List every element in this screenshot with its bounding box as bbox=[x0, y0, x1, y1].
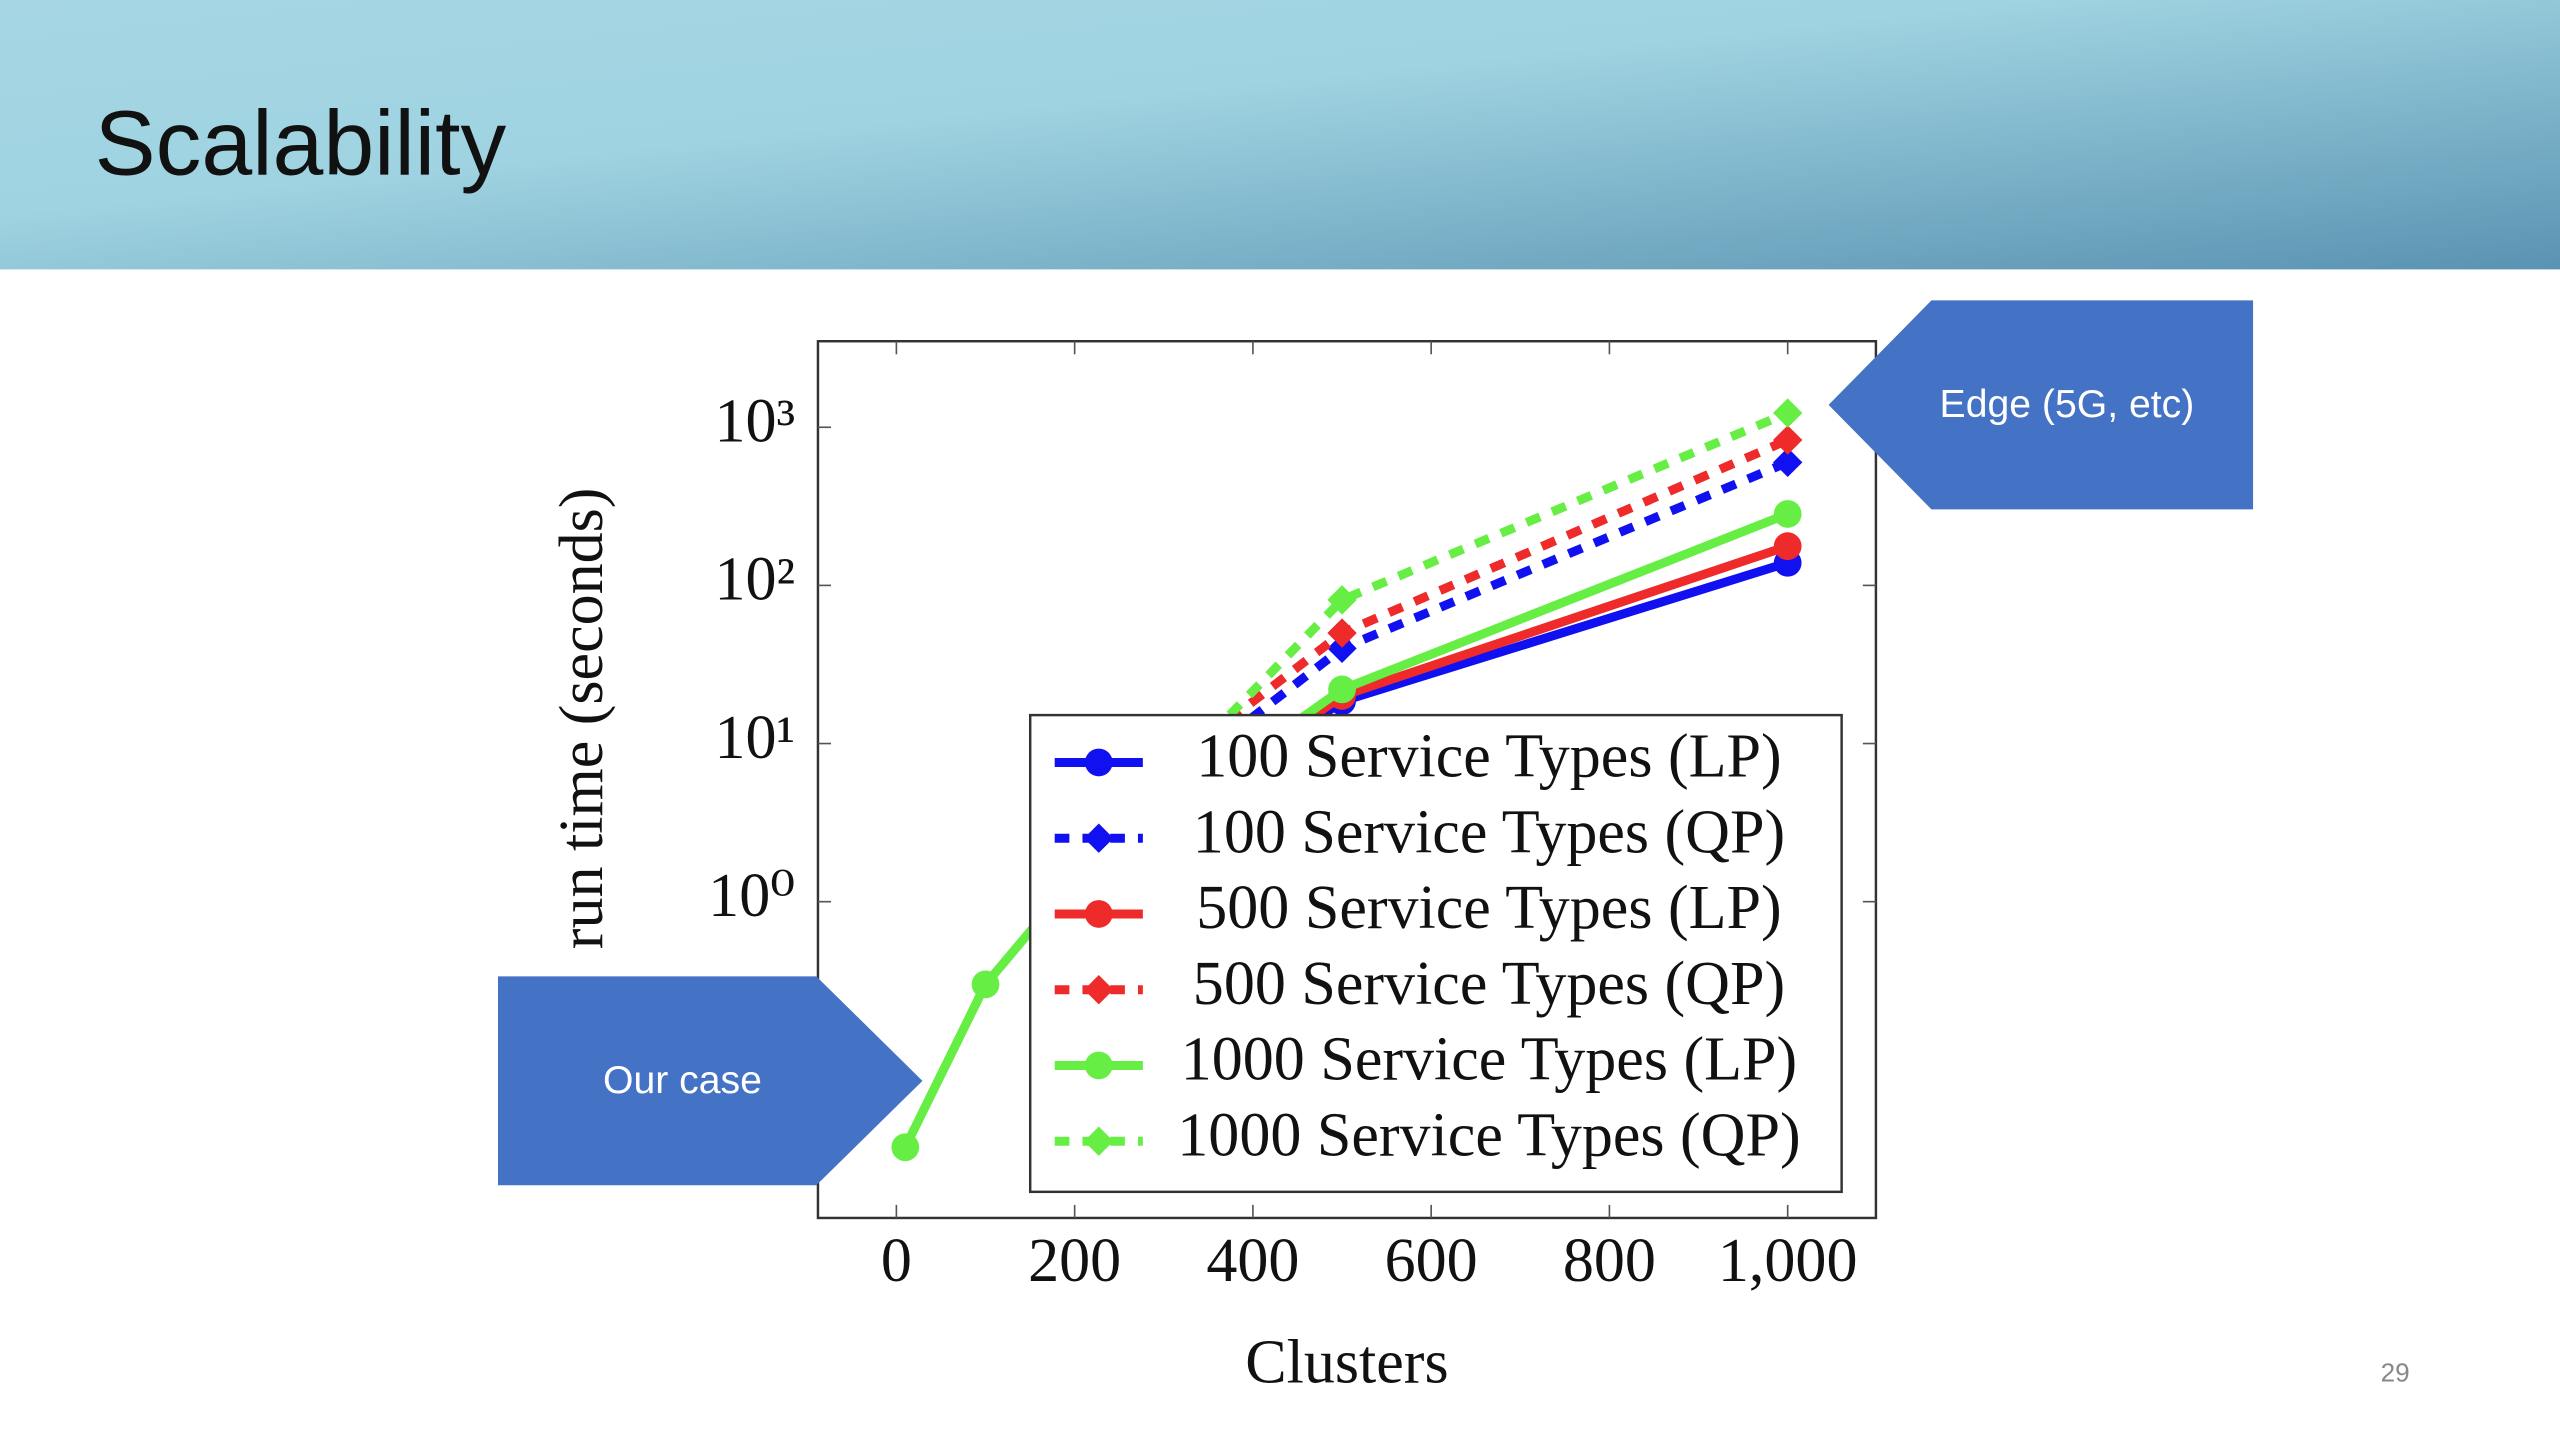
slide-title: Scalability bbox=[95, 92, 507, 194]
legend-label: 500 Service Types (LP) bbox=[1196, 874, 1781, 942]
x-tick-label: 1,000 bbox=[1718, 1227, 1858, 1295]
x-tick-label: 0 bbox=[881, 1227, 912, 1295]
y-tick-label: 10¹ bbox=[714, 704, 795, 772]
legend-label: 1000 Service Types (QP) bbox=[1177, 1101, 1800, 1169]
legend: 100 Service Types (LP) 100 Service Types … bbox=[1028, 713, 1843, 1194]
legend-swatch bbox=[1084, 823, 1114, 853]
y-axis-label: run time (seconds) bbox=[548, 488, 616, 950]
legend-swatch bbox=[1084, 1126, 1114, 1156]
x-tick-label: 600 bbox=[1385, 1227, 1478, 1295]
marker bbox=[1328, 675, 1356, 704]
legend-swatch bbox=[1084, 1051, 1113, 1080]
marker bbox=[971, 970, 1000, 999]
callout-text: Our case bbox=[603, 1059, 762, 1102]
callout-text: Edge (5G, etc) bbox=[1940, 383, 2195, 426]
legend-label: 1000 Service Types (LP) bbox=[1181, 1026, 1797, 1094]
x-tick-label: 800 bbox=[1563, 1227, 1656, 1295]
marker bbox=[1772, 398, 1803, 428]
marker bbox=[1772, 425, 1803, 455]
callout-shape bbox=[1828, 300, 2254, 510]
marker bbox=[891, 1133, 920, 1162]
legend-label: 100 Service Types (QP) bbox=[1193, 798, 1785, 866]
header-band bbox=[0, 0, 2560, 270]
series-line bbox=[1071, 408, 1790, 877]
x-axis-label: Clusters bbox=[1245, 1328, 1448, 1396]
legend-swatch bbox=[1084, 900, 1113, 928]
legend-label: 500 Service Types (QP) bbox=[1193, 950, 1785, 1018]
x-tick-label: 400 bbox=[1206, 1227, 1299, 1295]
marker bbox=[1773, 532, 1802, 561]
x-tick-label: 200 bbox=[1028, 1227, 1121, 1295]
callouts: Our case Edge (5G, etc) bbox=[497, 300, 2254, 1186]
legend-swatch bbox=[1084, 975, 1114, 1005]
y-tick-label: 10⁰ bbox=[708, 862, 795, 930]
marker bbox=[1327, 618, 1357, 648]
legend-swatch bbox=[1084, 748, 1113, 777]
callout-shape bbox=[497, 976, 923, 1186]
y-tick-label: 10³ bbox=[714, 387, 795, 455]
y-tick-label: 10² bbox=[714, 546, 795, 614]
marker bbox=[1773, 500, 1802, 528]
chart: 0 200 400 600 800 1,000 10⁰ 10¹ 10² 10³ Clusters ru… bbox=[548, 339, 1878, 1396]
page-number: 29 bbox=[2381, 1358, 2410, 1388]
legend-label: 100 Service Types (LP) bbox=[1196, 723, 1781, 791]
legend-box bbox=[1028, 713, 1843, 1194]
